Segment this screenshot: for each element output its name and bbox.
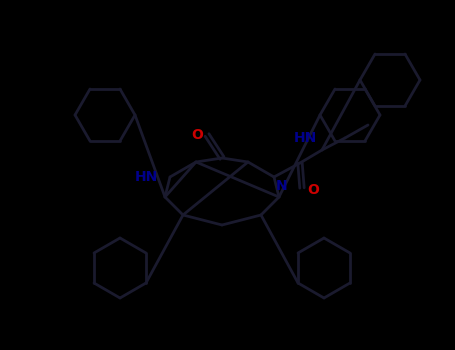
Text: O: O <box>191 128 203 142</box>
Text: HN: HN <box>294 131 317 145</box>
Text: N: N <box>276 179 288 193</box>
Text: HN: HN <box>135 170 158 184</box>
Text: O: O <box>307 183 319 197</box>
